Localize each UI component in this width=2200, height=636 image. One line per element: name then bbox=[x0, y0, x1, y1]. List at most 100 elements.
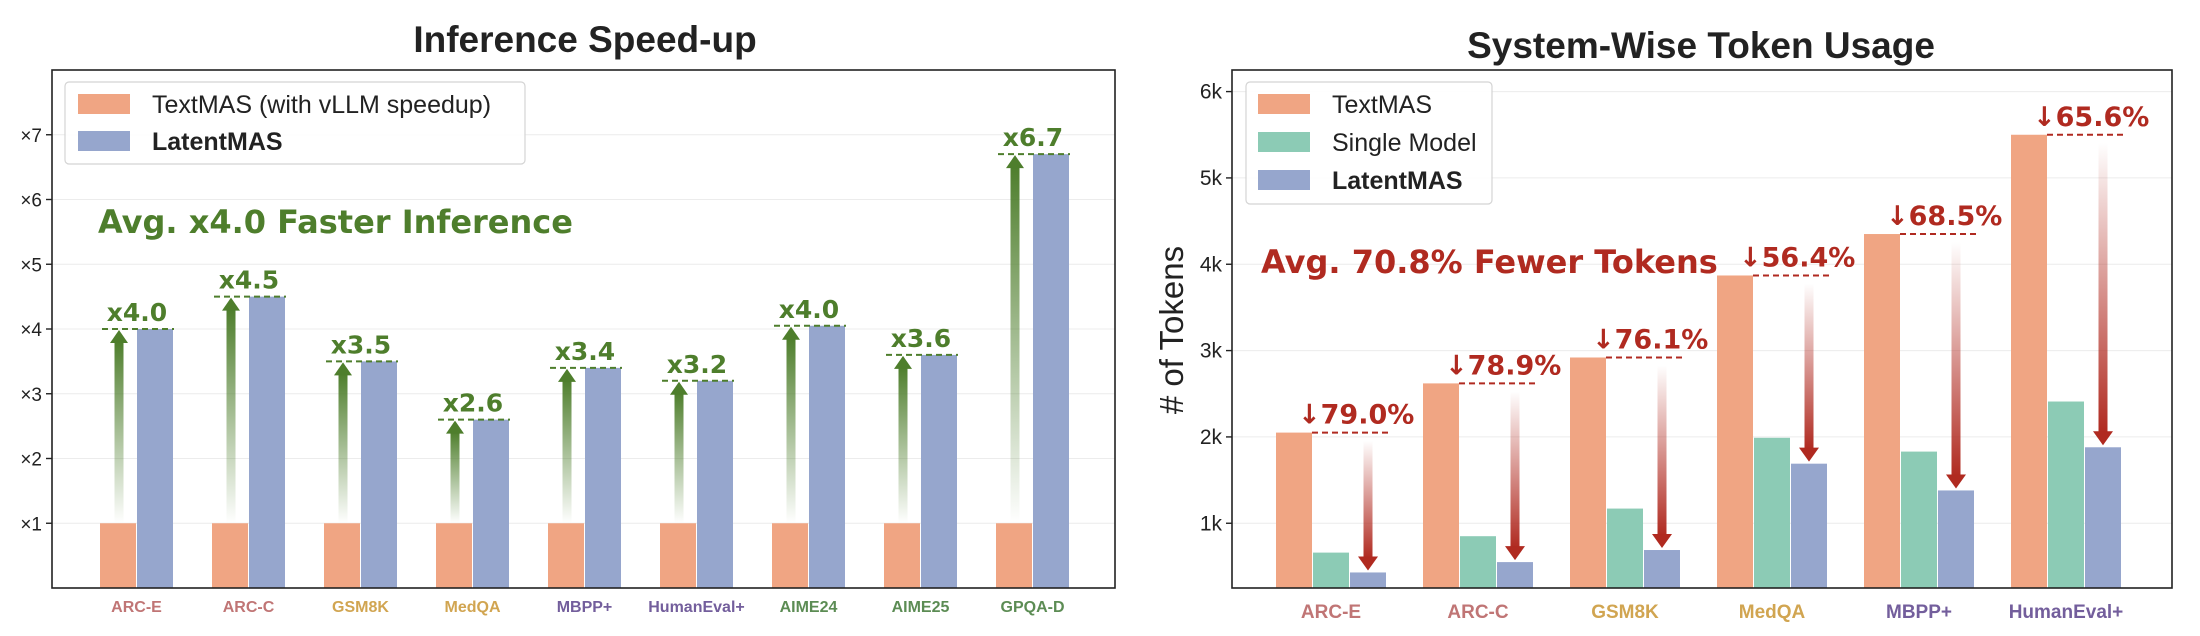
speedup-arrow-shaft bbox=[450, 431, 460, 524]
bar bbox=[137, 329, 173, 588]
y-tick-label: 1k bbox=[1200, 512, 1223, 535]
x-tick-label: GSM8K bbox=[332, 599, 389, 616]
speedup-arrow-head bbox=[782, 326, 800, 340]
legend-swatch-textmas bbox=[78, 94, 130, 114]
bar bbox=[100, 523, 136, 588]
token-y-axis: 1k 2k 3k 4k 5k 6k bbox=[1200, 81, 1232, 535]
speedup-arrow-shaft bbox=[226, 308, 236, 524]
speedup-data-label: x6.7 bbox=[1003, 123, 1063, 152]
bar bbox=[548, 523, 584, 588]
speedup-x-axis: ARC-E ARC-C GSM8K MedQA MBPP+ HumanEval+ AIME2… bbox=[111, 599, 1064, 616]
y-tick-label: ×6 bbox=[20, 191, 42, 212]
speedup-data-label: x4.0 bbox=[779, 295, 839, 324]
speedup-plot-frame bbox=[51, 69, 1116, 589]
x-tick-label: GSM8K bbox=[1591, 602, 1659, 623]
bar bbox=[1313, 552, 1349, 588]
reduction-data-label: ↓79.0% bbox=[1298, 400, 1414, 431]
speedup-data-label: x3.4 bbox=[555, 337, 615, 366]
legend-label-single-model: Single Model bbox=[1332, 129, 1477, 157]
speedup-y-axis: ×1 ×2 ×3 ×4 ×5 ×6 ×7 bbox=[20, 126, 52, 535]
speedup-chart: Inference Speed-up ×1×2×3×4×5×6×7 x4.0x4… bbox=[20, 19, 1116, 616]
token-chart-title: System-Wise Token Usage bbox=[1467, 25, 1935, 66]
speedup-data-label: x3.5 bbox=[331, 330, 391, 359]
speedup-data-label: x4.0 bbox=[107, 298, 167, 327]
bar bbox=[473, 419, 509, 588]
speedup-arrow-head bbox=[1006, 155, 1024, 169]
bar bbox=[249, 296, 285, 588]
speedup-arrow-head bbox=[334, 362, 352, 376]
speedup-arrow-shaft bbox=[786, 337, 796, 524]
x-tick-label: HumanEval+ bbox=[2009, 602, 2124, 623]
bar bbox=[772, 523, 808, 588]
x-tick-label: ARC-C bbox=[1447, 602, 1508, 623]
bar bbox=[1423, 383, 1459, 588]
bar bbox=[921, 354, 957, 588]
bar bbox=[1644, 550, 1680, 588]
legend-swatch-textmas bbox=[1258, 94, 1310, 114]
bar bbox=[324, 523, 360, 588]
reduction-arrow-shaft bbox=[1804, 283, 1814, 450]
bar bbox=[884, 523, 920, 588]
x-tick-label: MedQA bbox=[445, 599, 501, 616]
reduction-arrow-shaft bbox=[1951, 242, 1961, 477]
legend-swatch-single-model bbox=[1258, 132, 1310, 152]
bar bbox=[1033, 154, 1069, 589]
legend-swatch-latentmas bbox=[1258, 170, 1310, 190]
y-tick-label: 2k bbox=[1200, 426, 1223, 449]
reduction-arrow-head bbox=[1505, 546, 1525, 561]
speedup-arrow-head bbox=[894, 355, 912, 369]
y-tick-label: 4k bbox=[1200, 253, 1223, 276]
bar bbox=[1791, 463, 1827, 588]
speedup-arrow-head bbox=[558, 368, 576, 382]
speedup-data-label: x3.2 bbox=[667, 350, 727, 379]
speedup-arrows bbox=[102, 153, 1070, 524]
reduction-arrow-shaft bbox=[1363, 440, 1373, 559]
token-arrows bbox=[1312, 133, 2126, 571]
reduction-arrow-head bbox=[1358, 556, 1378, 571]
reduction-arrow-shaft bbox=[2098, 142, 2108, 434]
x-tick-label: MBPP+ bbox=[1886, 602, 1952, 623]
y-tick-label: ×7 bbox=[20, 126, 42, 147]
legend-label-latentmas: LatentMAS bbox=[1332, 167, 1463, 195]
bar bbox=[436, 523, 472, 588]
x-tick-label: AIME25 bbox=[892, 599, 950, 616]
token-data-labels: ↓79.0% ↓78.9% ↓76.1% ↓56.4% ↓68.5% ↓65.6% bbox=[1298, 102, 2149, 431]
speedup-arrow-head bbox=[222, 297, 240, 311]
speedup-data-label: x2.6 bbox=[443, 389, 503, 418]
reduction-data-label: ↓68.5% bbox=[1886, 201, 2002, 232]
speedup-arrow-head bbox=[670, 381, 688, 395]
x-tick-label: ARC-E bbox=[111, 599, 162, 616]
bar bbox=[212, 523, 248, 588]
speedup-chart-title: Inference Speed-up bbox=[413, 19, 756, 60]
token-x-axis: ARC-E ARC-C GSM8K MedQA MBPP+ HumanEval+ bbox=[1301, 602, 2123, 623]
y-tick-label: 5k bbox=[1200, 167, 1223, 190]
bar bbox=[1350, 572, 1386, 588]
legend-label-textmas: TextMAS bbox=[1332, 91, 1432, 119]
y-tick-label: 3k bbox=[1200, 340, 1223, 363]
speedup-arrow-shaft bbox=[898, 366, 908, 524]
bar bbox=[1276, 432, 1312, 588]
speedup-arrow-head bbox=[110, 330, 128, 343]
token-bars bbox=[1276, 134, 2121, 589]
speedup-arrow-shaft bbox=[338, 373, 348, 524]
x-tick-label: MBPP+ bbox=[557, 599, 613, 616]
reduction-arrow-shaft bbox=[1510, 391, 1520, 549]
bar bbox=[1864, 234, 1900, 589]
y-tick-label: ×2 bbox=[20, 450, 42, 471]
y-tick-label: ×5 bbox=[20, 255, 42, 276]
bar bbox=[1460, 536, 1496, 588]
token-plot-frame bbox=[1231, 69, 2173, 589]
bar bbox=[1717, 275, 1753, 588]
speedup-annotation: Avg. x4.0 Faster Inference bbox=[98, 203, 573, 241]
x-tick-label: HumanEval+ bbox=[648, 599, 744, 616]
y-tick-label: ×4 bbox=[20, 320, 42, 341]
legend-label-textmas: TextMAS (with vLLM speedup) bbox=[152, 91, 491, 119]
speedup-arrow-shaft bbox=[674, 392, 684, 524]
bar bbox=[2048, 401, 2084, 588]
speedup-data-label: x4.5 bbox=[219, 266, 279, 295]
x-tick-label: AIME24 bbox=[780, 599, 838, 616]
bar bbox=[996, 523, 1032, 588]
y-tick-label: 6k bbox=[1200, 81, 1223, 104]
legend-swatch-latentmas bbox=[78, 131, 130, 151]
